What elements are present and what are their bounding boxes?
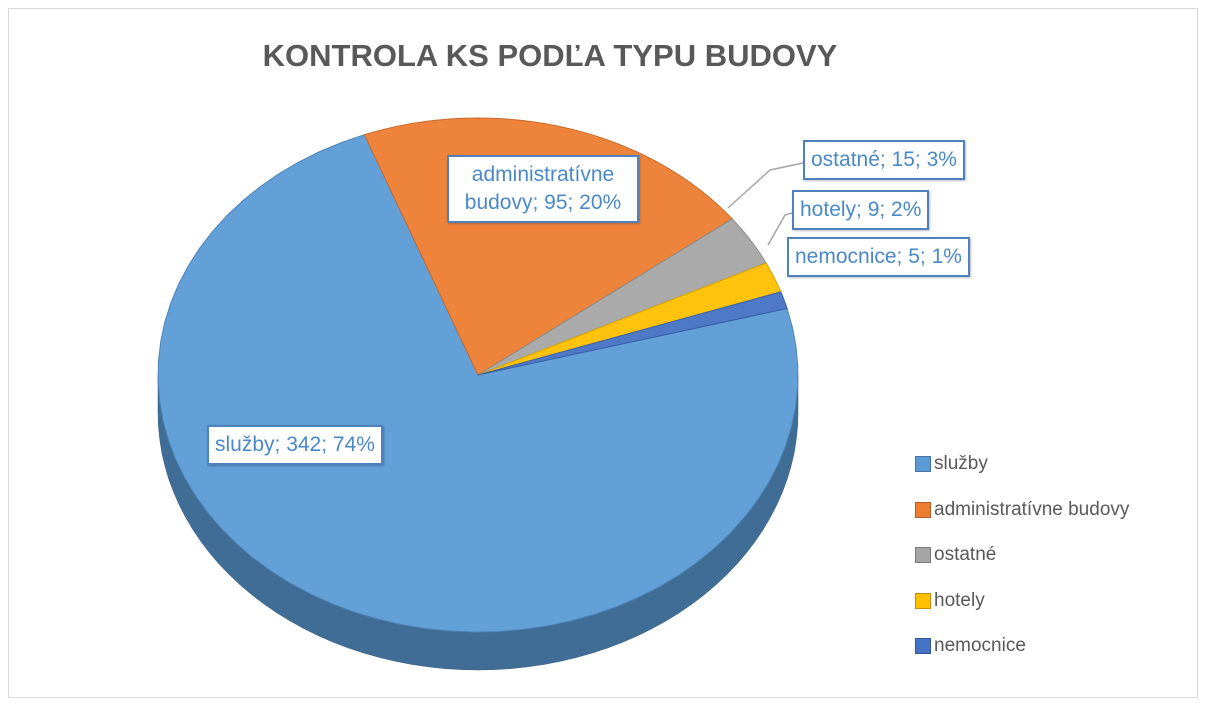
- slice: [477, 291, 788, 376]
- legend-label: hotely: [934, 589, 985, 611]
- legend-label: ostatné: [934, 544, 997, 565]
- data-label: ostatné; 15; 3%: [803, 140, 965, 180]
- legend-label: administratívne budovy: [934, 498, 1130, 520]
- data-label: nemocnice; 5; 1%: [787, 237, 970, 277]
- leader-line: [727, 162, 804, 209]
- chart-frame: [8, 8, 1198, 698]
- legend-item: administratívne budovy: [915, 499, 1129, 521]
- legend-swatch: [915, 547, 931, 563]
- legend-item: služby: [915, 453, 988, 475]
- legend-label: nemocnice: [934, 635, 1026, 656]
- legend-item: nemocnice: [915, 635, 1026, 657]
- legend-item: hotely: [915, 590, 985, 612]
- data-label: administratívne budovy; 95; 20%: [447, 155, 639, 223]
- data-label: služby; 342; 74%: [207, 425, 383, 465]
- slice: [477, 218, 767, 376]
- legend-label: služby: [934, 453, 988, 474]
- leader-line: [767, 212, 793, 246]
- slice: [477, 262, 782, 376]
- legend-item: ostatné: [915, 544, 996, 566]
- slice: [157, 134, 799, 633]
- chart-title: KONTROLA KS PODĽA TYPU BUDOVY: [262, 38, 838, 73]
- legend-swatch: [915, 501, 931, 518]
- legend-swatch: [915, 638, 931, 654]
- legend-swatch: [915, 592, 931, 609]
- legend-swatch: [915, 456, 931, 472]
- data-label: hotely; 9; 2%: [792, 190, 930, 230]
